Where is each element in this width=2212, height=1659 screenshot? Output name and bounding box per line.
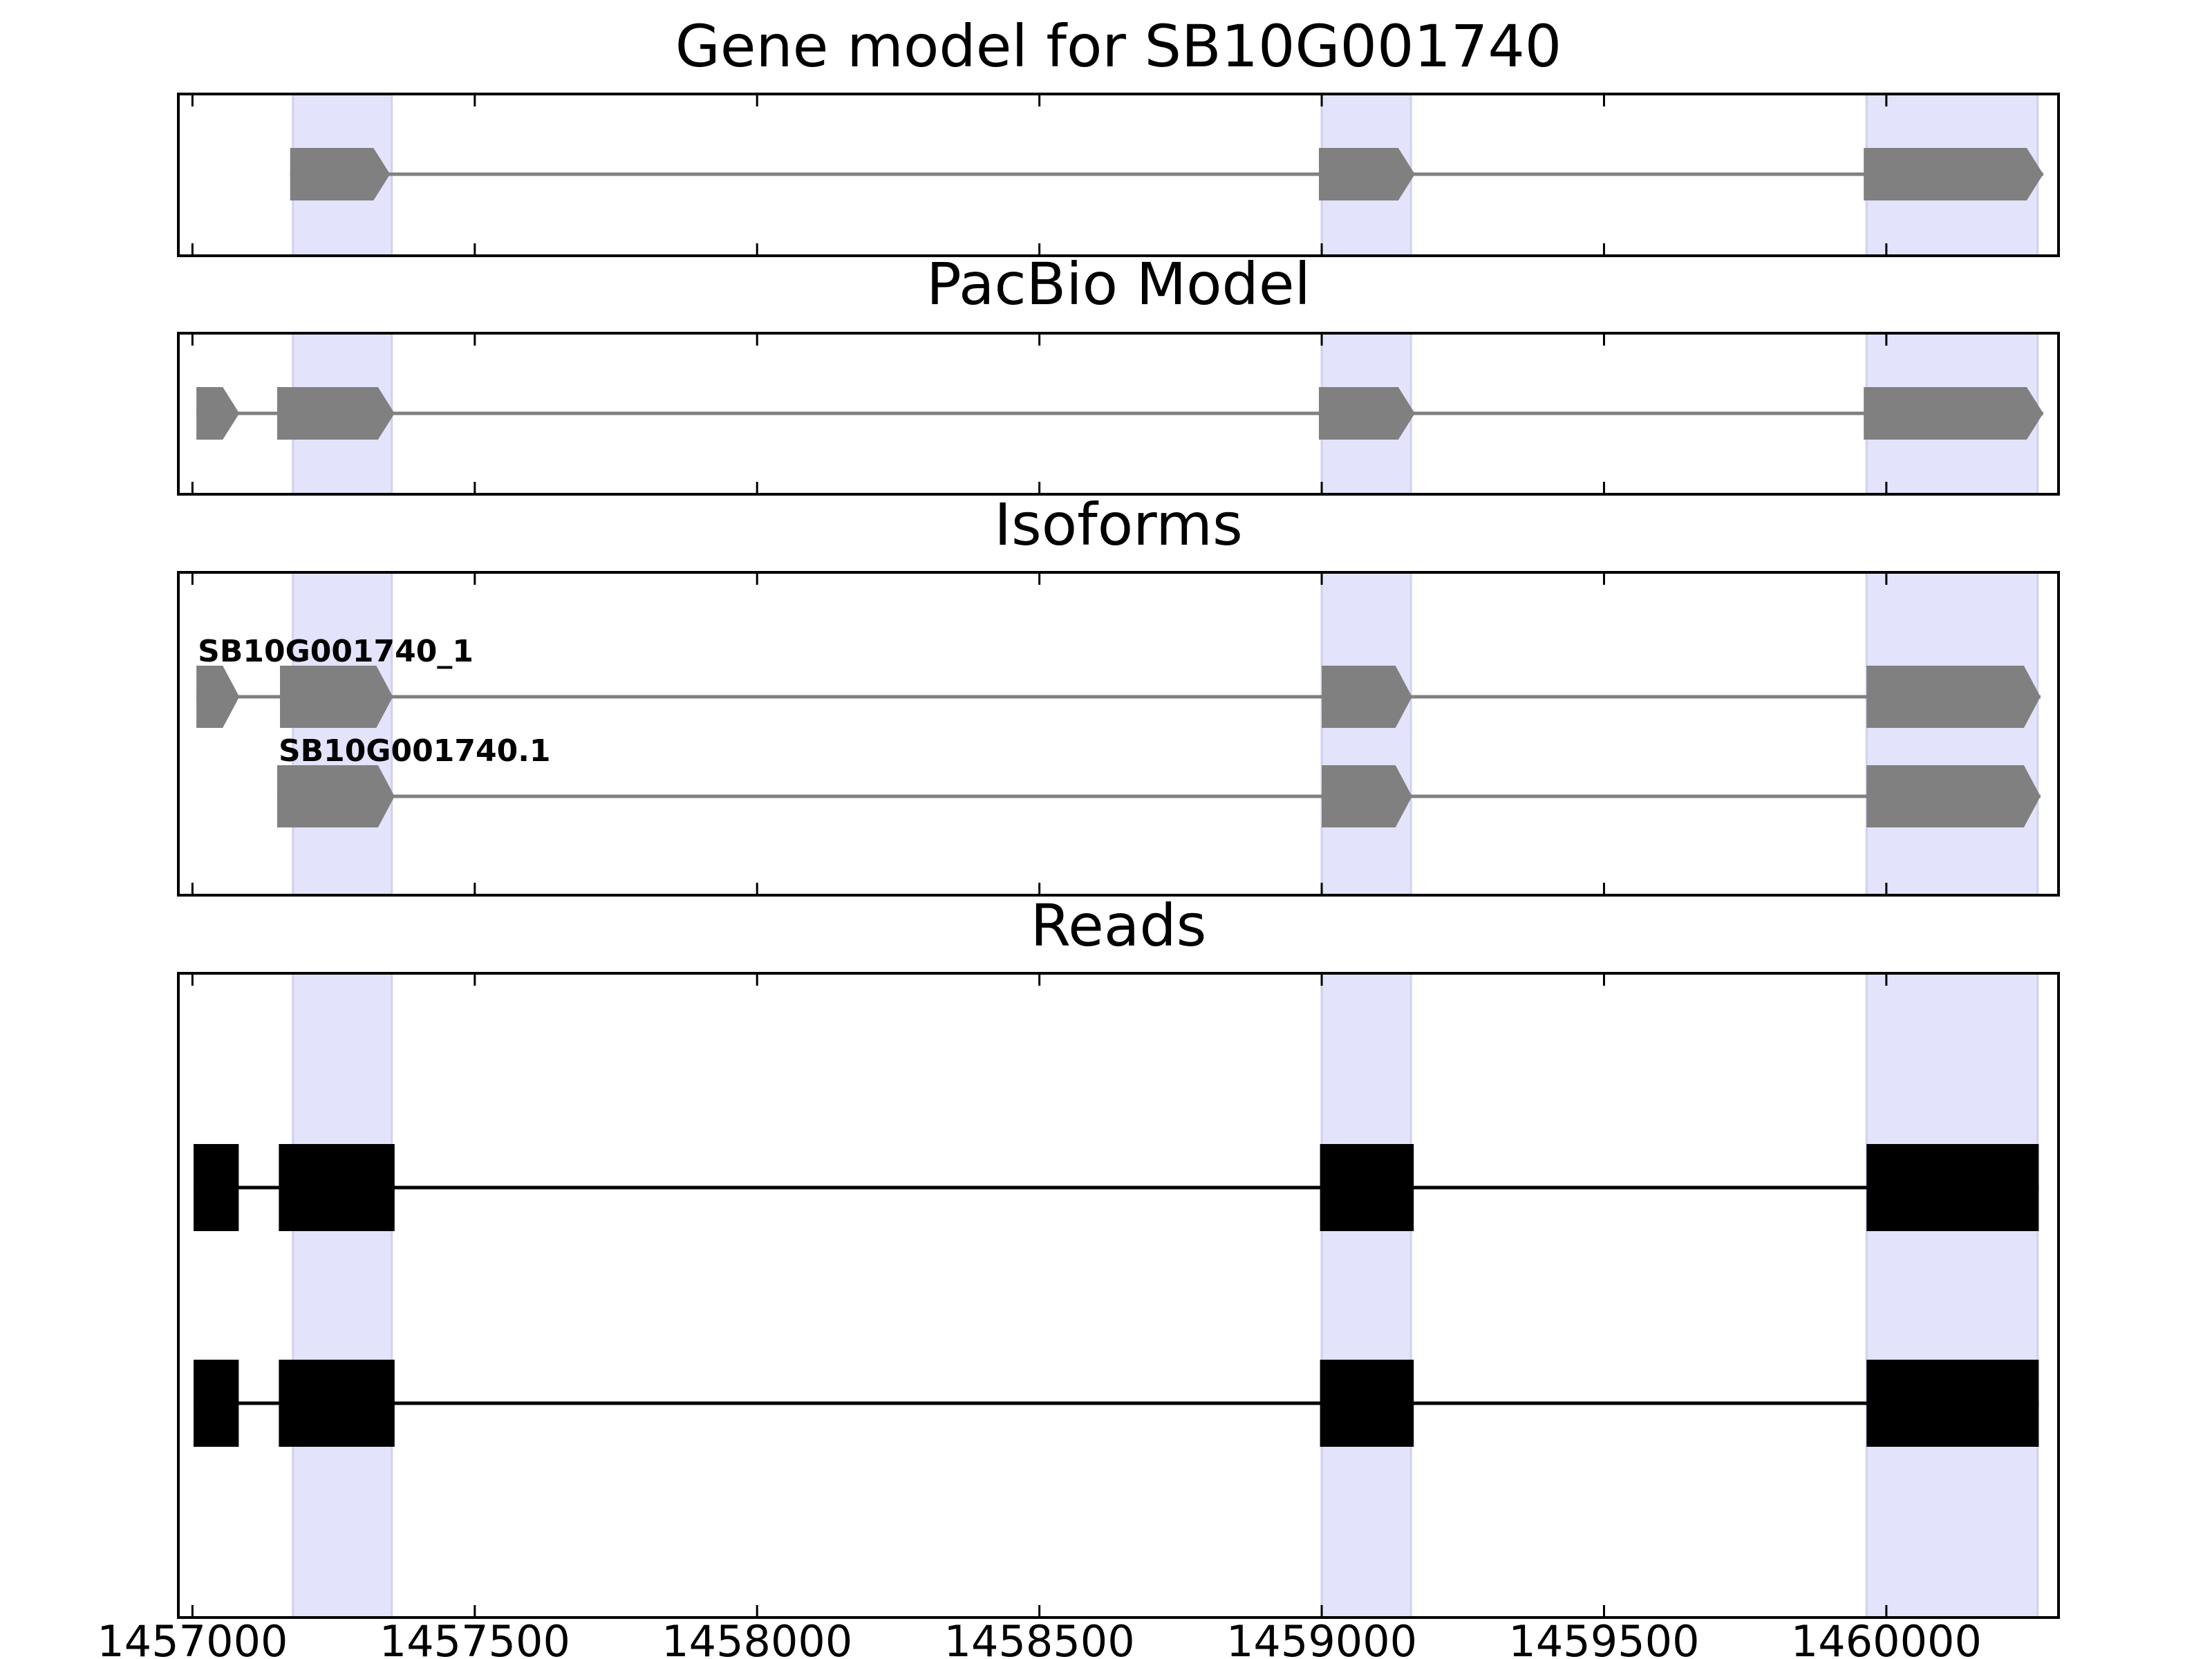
exon-arrow xyxy=(196,387,240,440)
panel-frame xyxy=(177,972,2060,1619)
panel-frame xyxy=(177,93,2060,257)
read-block xyxy=(279,1360,395,1447)
exon-arrow xyxy=(276,387,395,440)
read-block xyxy=(279,1144,395,1231)
exon-arrow xyxy=(1318,387,1415,440)
exon-arrow xyxy=(1322,765,1412,827)
panel-gene-model: Gene model for SB10G001740 xyxy=(177,12,2060,257)
read-block xyxy=(1866,1360,2039,1447)
read-block xyxy=(1320,1360,1414,1447)
exon-arrow xyxy=(1864,148,2043,200)
x-tick-label: 1459500 xyxy=(1508,1616,1699,1659)
exon-arrow xyxy=(196,666,240,728)
read-block xyxy=(194,1144,239,1231)
panel-isoforms: Isoforms SB10G001740_1 SB10G001740.1 xyxy=(177,491,2060,897)
panel-pacbio-model: PacBio Model xyxy=(177,250,2060,496)
read-block xyxy=(194,1360,239,1447)
highlight-region xyxy=(292,571,393,897)
exon-arrow xyxy=(1318,148,1415,200)
isoform-label: SB10G001740.1 xyxy=(279,733,551,769)
highlight-region xyxy=(1320,571,1412,897)
x-tick-label: 1459000 xyxy=(1226,1616,1417,1659)
highlight-region xyxy=(1865,972,2039,1619)
panel-title: Reads xyxy=(1031,892,1207,959)
exon-arrow xyxy=(280,666,393,728)
read-block xyxy=(1866,1144,2039,1231)
panel-title: PacBio Model xyxy=(926,250,1311,318)
panel-frame xyxy=(177,332,2060,496)
x-tick-label: 1457000 xyxy=(97,1616,288,1659)
exon-arrow xyxy=(1864,387,2043,440)
panel-reads: Reads xyxy=(177,892,2060,1619)
x-tick-label: 1457500 xyxy=(379,1616,570,1659)
panel-title: Isoforms xyxy=(994,491,1243,559)
x-tick-label: 1458000 xyxy=(662,1616,852,1659)
x-tick-label: 1460000 xyxy=(1791,1616,1982,1659)
exon-arrow xyxy=(276,765,395,827)
highlight-region xyxy=(292,972,393,1619)
panel-title: Gene model for SB10G001740 xyxy=(675,12,1562,80)
read-block xyxy=(1320,1144,1414,1231)
x-tick-label: 1458500 xyxy=(944,1616,1135,1659)
exon-arrow xyxy=(1866,765,2041,827)
exon-arrow xyxy=(290,148,391,200)
panel-frame xyxy=(177,571,2060,897)
highlight-region xyxy=(1320,972,1412,1619)
isoform-label: SB10G001740_1 xyxy=(198,634,474,669)
exon-arrow xyxy=(1322,666,1412,728)
highlight-region xyxy=(1865,571,2039,897)
exon-arrow xyxy=(1866,666,2041,728)
